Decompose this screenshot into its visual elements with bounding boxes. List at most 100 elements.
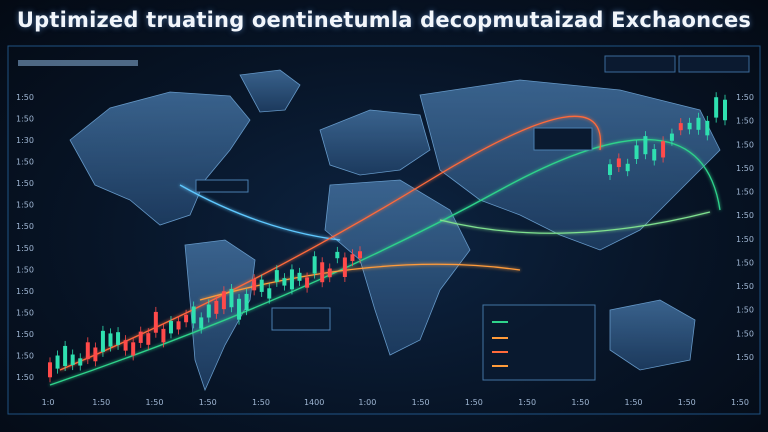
x-tick-label: 1:50	[145, 398, 163, 407]
candle-body	[244, 293, 249, 311]
candle-body	[274, 270, 279, 282]
candle-body	[252, 279, 257, 291]
x-tick-label: 1:50	[465, 398, 483, 407]
legend	[482, 304, 596, 381]
candle-body	[123, 340, 128, 351]
y-tick-label: 1:50	[16, 351, 34, 360]
candle-body	[643, 136, 648, 155]
y-tick-label: 1:50	[736, 117, 754, 126]
candle-body	[267, 288, 272, 299]
route	[199, 263, 521, 301]
y-tick-label: 1:50	[736, 329, 754, 338]
candle-body	[237, 298, 242, 320]
north-america	[69, 91, 251, 226]
africa	[324, 179, 471, 356]
y-tick-label: 1:50	[736, 353, 754, 362]
y-tick-label: 1:50	[736, 93, 754, 102]
x-tick-label: 1:0	[42, 398, 55, 407]
world-map	[69, 69, 721, 392]
candle-body	[85, 342, 90, 360]
candle-body	[55, 355, 60, 369]
y-tick-label: 1:50	[16, 265, 34, 274]
candle-body	[93, 347, 98, 362]
candle-body	[116, 332, 121, 345]
x-tick-label: 1:50	[518, 398, 536, 407]
candle-body	[342, 257, 347, 277]
candle-body	[168, 320, 173, 334]
x-tick-label: 1400	[304, 398, 324, 407]
y-tick-label: 1:50	[736, 258, 754, 267]
candle-body	[312, 256, 317, 274]
routes	[49, 115, 721, 386]
panel-caption	[18, 60, 138, 66]
candle-body	[327, 268, 332, 278]
candlesticks	[48, 92, 727, 383]
candle-body	[70, 354, 75, 366]
candle-body	[108, 333, 113, 347]
greenland	[239, 69, 301, 113]
candle-body	[625, 163, 630, 172]
callout	[271, 307, 331, 331]
y-tick-label: 1:50	[736, 306, 754, 315]
candle-body	[199, 317, 204, 329]
candle-body	[705, 120, 710, 136]
candle-body	[100, 330, 105, 352]
candle-body	[616, 158, 621, 168]
candle-body	[214, 300, 219, 314]
y-tick-label: 1:50	[16, 308, 34, 317]
australia	[609, 299, 696, 371]
x-tick-label: 1:50	[252, 398, 270, 407]
candle-body	[78, 358, 83, 366]
candle-body	[191, 306, 196, 324]
candle-body	[146, 333, 151, 345]
y-tick-label: 1:30	[16, 136, 34, 145]
y-tick-label: 1:50	[16, 330, 34, 339]
candle-body	[669, 133, 674, 141]
candle-body	[206, 304, 211, 318]
x-tick-label: 1:50	[625, 398, 643, 407]
y-tick-label: 1:50	[16, 287, 34, 296]
callout	[533, 127, 593, 151]
candle-body	[184, 314, 189, 323]
y-tick-label: 1:50	[736, 164, 754, 173]
button[interactable]	[678, 55, 750, 73]
button[interactable]	[604, 55, 676, 73]
y-tick-label: 1:50	[736, 188, 754, 197]
candle-body	[305, 277, 310, 288]
route	[49, 138, 721, 386]
candle-body	[320, 262, 325, 283]
title: Uptimized truating oentinetumla decopmut…	[16, 8, 752, 32]
candle-body	[297, 272, 302, 281]
candle-body	[63, 345, 68, 366]
candle-body	[282, 278, 287, 286]
x-tick-label: 1:50	[199, 398, 217, 407]
candle-body	[335, 251, 340, 259]
candle-body	[350, 254, 355, 262]
y-tick-label: 1:50	[736, 211, 754, 220]
candle-body	[131, 342, 136, 356]
candle-body	[161, 328, 166, 343]
y-tick-label: 1:50	[16, 222, 34, 231]
route	[179, 184, 341, 241]
x-tick-label: 1:50	[678, 398, 696, 407]
y-tick-label: 1:50	[736, 235, 754, 244]
panel-frame	[7, 45, 761, 415]
y-tick-label: 1:50	[16, 244, 34, 253]
candle-body	[176, 321, 181, 330]
candle-body	[634, 145, 639, 160]
y-tick-label: 1:50	[736, 282, 754, 291]
candle-body	[221, 291, 226, 310]
candle-body	[687, 122, 692, 130]
route	[439, 211, 711, 234]
candle-body	[289, 269, 294, 290]
candle-body	[259, 279, 264, 292]
y-tick-label: 1:50	[16, 93, 34, 102]
candle-body	[48, 362, 52, 378]
candle-body	[678, 123, 683, 131]
candle-body	[138, 331, 143, 343]
callout	[195, 179, 249, 193]
candle-body	[723, 99, 727, 121]
legend-box	[482, 304, 596, 381]
